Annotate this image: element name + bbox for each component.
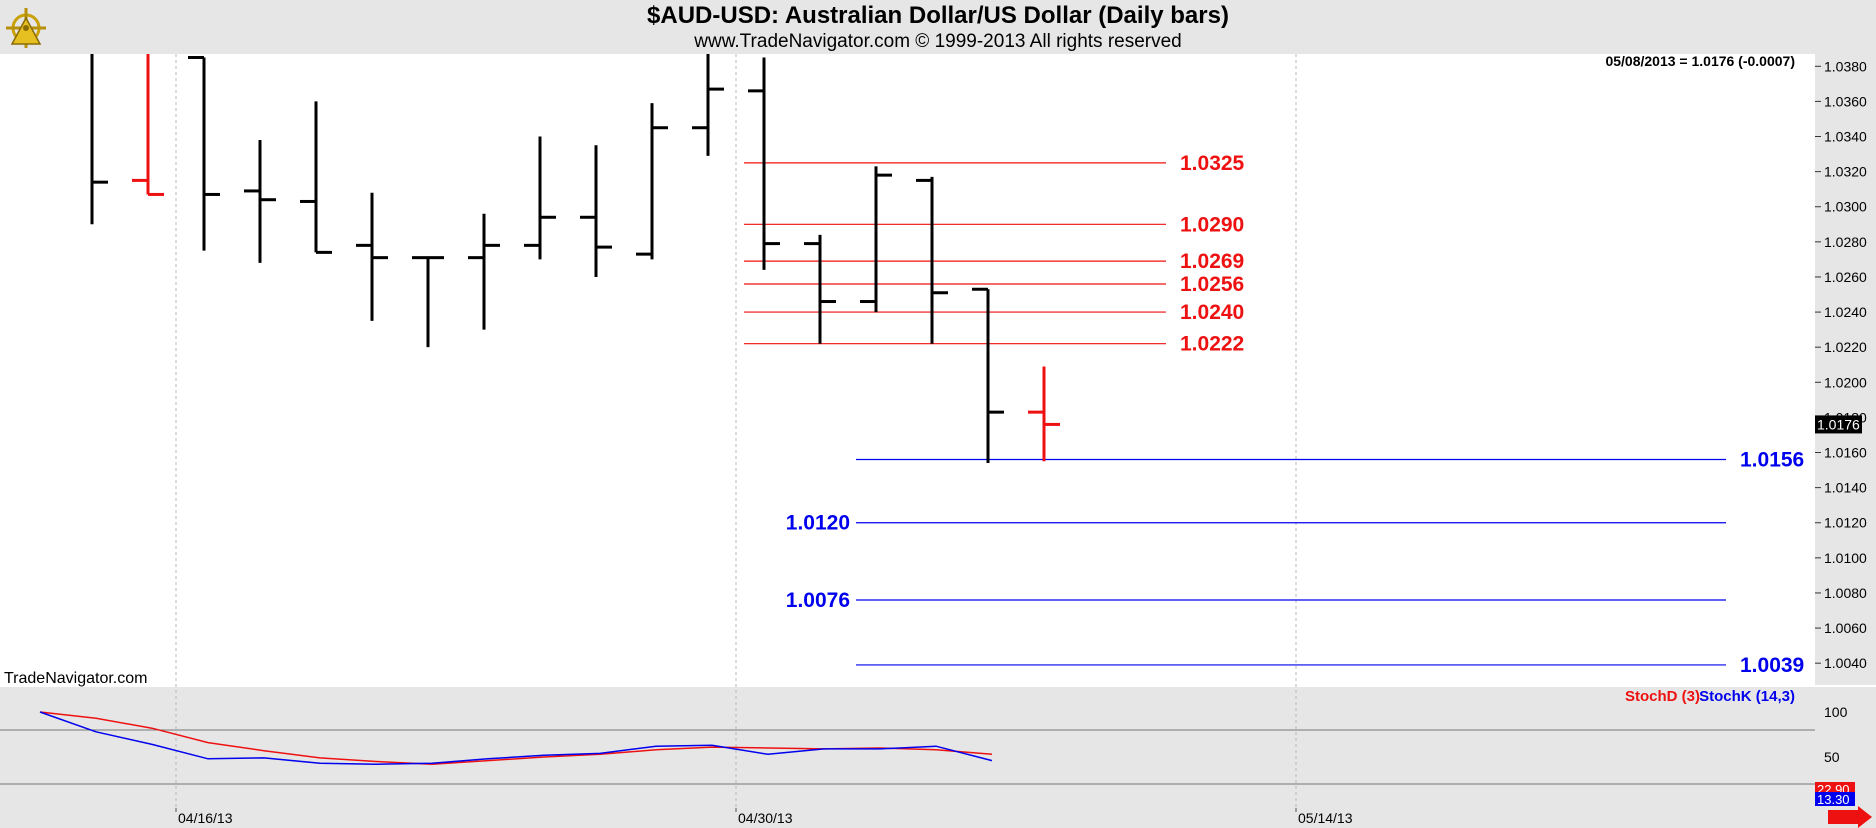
ohlc-bar bbox=[300, 101, 332, 254]
ohlc-bar bbox=[356, 192, 388, 321]
level-label: 1.0120 bbox=[786, 512, 850, 535]
ohlc-bar bbox=[748, 57, 780, 270]
price-tag-box bbox=[1815, 415, 1862, 434]
y-tick-label: 1.0380 bbox=[1824, 58, 1867, 74]
ohlc-bar bbox=[90, 54, 108, 225]
stoch-series-line bbox=[39, 711, 993, 765]
level-label: 1.0076 bbox=[786, 589, 850, 612]
ohlc-bar bbox=[244, 140, 276, 263]
ohlc-bar bbox=[972, 287, 1004, 464]
price-panel bbox=[0, 54, 1815, 686]
y-tick-label: 1.0080 bbox=[1824, 585, 1867, 601]
date-axis-panel bbox=[0, 808, 1876, 828]
y-tick-label: 1.0260 bbox=[1824, 269, 1867, 285]
chart-subtitle: www.TradeNavigator.com © 1999-2013 All r… bbox=[694, 31, 1182, 52]
level-label: 1.0290 bbox=[1180, 213, 1244, 236]
level-label: 1.0156 bbox=[1740, 449, 1804, 472]
ohlc-bar bbox=[692, 54, 724, 156]
y-tick-label: 1.0120 bbox=[1824, 515, 1867, 531]
ohlc-bar bbox=[860, 166, 892, 313]
y-tick-label: 1.0320 bbox=[1824, 164, 1867, 180]
ohlc-bar bbox=[412, 256, 444, 348]
level-label: 1.0222 bbox=[1180, 333, 1244, 356]
y-tick-label: 1.0160 bbox=[1824, 445, 1867, 461]
x-tick-label: 05/14/13 bbox=[1298, 810, 1353, 826]
stoch-y-tick-label: 50 bbox=[1824, 749, 1840, 765]
level-label: 1.0256 bbox=[1180, 273, 1244, 296]
chart-title: $AUD-USD: Australian Dollar/US Dollar (D… bbox=[647, 2, 1229, 29]
y-tick-label: 1.0300 bbox=[1824, 199, 1867, 215]
price-axis-panel bbox=[1815, 54, 1876, 686]
level-label: 1.0325 bbox=[1180, 152, 1245, 175]
y-tick-label: 1.0200 bbox=[1824, 374, 1867, 390]
level-label: 1.0240 bbox=[1180, 301, 1244, 324]
y-tick-label: 1.0340 bbox=[1824, 129, 1867, 145]
stoch-value-tag-label: 13.30 bbox=[1817, 792, 1850, 807]
y-tick-label: 1.0040 bbox=[1824, 655, 1867, 671]
stoch-value-tag bbox=[1815, 792, 1855, 806]
tradenavigator-logo-icon bbox=[4, 4, 50, 50]
level-label: 1.0269 bbox=[1180, 250, 1244, 273]
y-tick-label: 1.0280 bbox=[1824, 234, 1867, 250]
ohlc-bar bbox=[188, 56, 220, 251]
ohlc-bar bbox=[1028, 366, 1060, 462]
last-quote: 05/08/2013 = 1.0176 (-0.0007) bbox=[1605, 53, 1795, 69]
y-tick-label: 1.0240 bbox=[1824, 304, 1867, 320]
ohlc-bar bbox=[804, 234, 836, 344]
legend-stochk: StochK (14,3) bbox=[1699, 688, 1795, 705]
ohlc-bar bbox=[132, 54, 164, 196]
ohlc-bar bbox=[524, 136, 556, 260]
x-tick-label: 04/30/13 bbox=[738, 810, 793, 826]
y-tick-label: 1.0060 bbox=[1824, 620, 1867, 636]
y-tick-label: 1.0360 bbox=[1824, 93, 1867, 109]
chart-header: $AUD-USD: Australian Dollar/US Dollar (D… bbox=[0, 0, 1876, 54]
y-tick-label: 1.0100 bbox=[1824, 550, 1867, 566]
y-tick-label: 1.0140 bbox=[1824, 480, 1867, 496]
scroll-right-arrow-icon[interactable] bbox=[1828, 806, 1872, 828]
ohlc-bar bbox=[580, 145, 612, 277]
stoch-y-tick-label: 100 bbox=[1824, 704, 1848, 720]
ohlc-bar bbox=[636, 103, 668, 260]
ohlc-bar bbox=[916, 176, 948, 344]
ohlc-bar bbox=[468, 213, 500, 330]
legend-stochd: StochD (3) bbox=[1625, 688, 1700, 705]
level-label: 1.0039 bbox=[1740, 654, 1804, 677]
watermark: TradeNavigator.com bbox=[4, 670, 147, 687]
price-tag-label: 1.0176 bbox=[1817, 416, 1860, 432]
y-tick-label: 1.0220 bbox=[1824, 339, 1867, 355]
x-tick-label: 04/16/13 bbox=[178, 810, 233, 826]
